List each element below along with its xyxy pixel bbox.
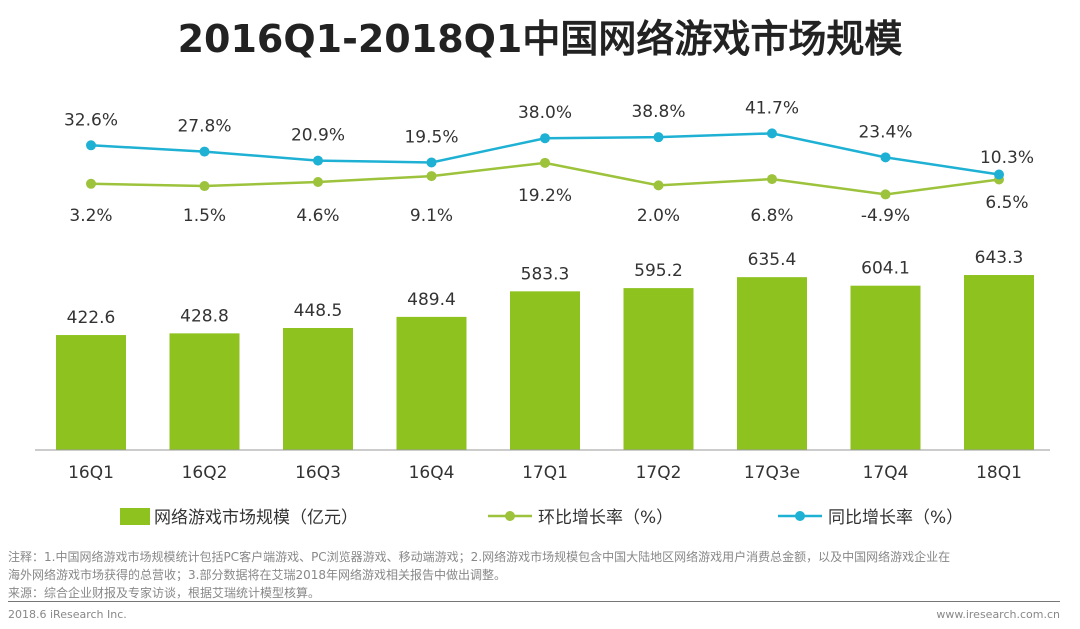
bar	[964, 275, 1034, 450]
line-point	[767, 128, 777, 139]
line-point	[880, 189, 891, 200]
line-label: 2.0%	[637, 206, 680, 226]
bar	[396, 316, 467, 450]
bar-label: 604.1	[861, 259, 910, 279]
line-point	[880, 152, 891, 163]
bar-label: 448.5	[294, 301, 343, 321]
line-label: 6.5%	[985, 193, 1028, 213]
line-label: 20.9%	[291, 126, 345, 146]
line-point	[426, 171, 437, 182]
line-label: 4.6%	[296, 206, 339, 226]
line-label: -4.9%	[861, 206, 910, 226]
x-tick-label: 17Q3e	[744, 463, 800, 483]
copyright: 2018.6 iResearch Inc.	[8, 608, 127, 621]
line-point	[653, 180, 664, 191]
line-label: 23.4%	[858, 122, 912, 142]
line-point	[426, 157, 437, 168]
line-point	[86, 140, 96, 151]
line-label: 41.7%	[745, 98, 799, 118]
bar-label: 489.4	[407, 290, 456, 310]
bar	[510, 291, 580, 450]
line-point	[767, 174, 777, 185]
x-tick-label: 16Q3	[295, 463, 341, 483]
bar-label: 422.6	[67, 308, 116, 328]
bar-label: 583.3	[521, 264, 570, 284]
footnote-1: 注释：1.中国网络游戏市场规模统计包括PC客户端游戏、PC浏览器游戏、移动端游戏…	[8, 550, 951, 564]
legend-label: 环比增长率（%）	[538, 508, 673, 528]
x-tick-label: 16Q2	[182, 463, 228, 483]
legend-label: 同比增长率（%）	[828, 508, 963, 528]
line-label: 10.3%	[980, 148, 1034, 168]
line-point	[653, 132, 664, 143]
x-tick-label: 17Q4	[863, 463, 909, 483]
line-point	[994, 169, 1004, 180]
line-label: 1.5%	[183, 206, 226, 226]
bar	[623, 288, 694, 450]
legend-marker	[795, 511, 805, 521]
line-point	[86, 178, 96, 189]
line-point	[540, 157, 550, 168]
bar-label: 428.8	[180, 306, 229, 326]
footnote-2: 海外网络游戏市场获得的总营收；3.部分数据将在艾瑞2018年网络游戏相关报告中做…	[8, 568, 506, 582]
line-point	[540, 133, 550, 144]
bar	[56, 335, 126, 450]
bar-label: 643.3	[975, 248, 1024, 268]
line-label: 19.2%	[518, 186, 572, 206]
line-label: 6.8%	[750, 206, 793, 226]
bar	[283, 328, 353, 450]
line-label: 3.2%	[69, 206, 112, 226]
chart-title: 2016Q1-2018Q1中国网络游戏市场规模	[178, 17, 903, 61]
website: www.iresearch.com.cn	[936, 608, 1060, 621]
line-label: 27.8%	[177, 117, 231, 137]
line-point	[313, 155, 323, 166]
bar	[850, 285, 921, 450]
x-tick-label: 16Q1	[68, 463, 114, 483]
bar-label: 595.2	[634, 261, 683, 281]
line-point	[199, 181, 210, 192]
legend-label: 网络游戏市场规模（亿元）	[154, 508, 358, 528]
line-label: 9.1%	[410, 206, 453, 226]
bar	[737, 277, 807, 450]
x-tick-label: 17Q1	[522, 463, 568, 483]
x-tick-label: 16Q4	[409, 463, 455, 483]
line-label: 38.0%	[518, 103, 572, 123]
legend-swatch-bar	[120, 508, 150, 525]
line-point	[313, 176, 323, 187]
legend-marker	[505, 511, 515, 521]
source-note: 来源：综合企业财报及专家访谈，根据艾瑞统计模型核算。	[8, 586, 321, 600]
line-label: 38.8%	[631, 102, 685, 122]
bar-label: 635.4	[748, 250, 797, 270]
line-point	[199, 146, 210, 157]
x-tick-label: 18Q1	[976, 463, 1022, 483]
divider	[8, 601, 1060, 602]
bar	[169, 333, 240, 450]
line-label: 32.6%	[64, 110, 118, 130]
line-label: 19.5%	[404, 127, 458, 147]
x-tick-label: 17Q2	[636, 463, 682, 483]
